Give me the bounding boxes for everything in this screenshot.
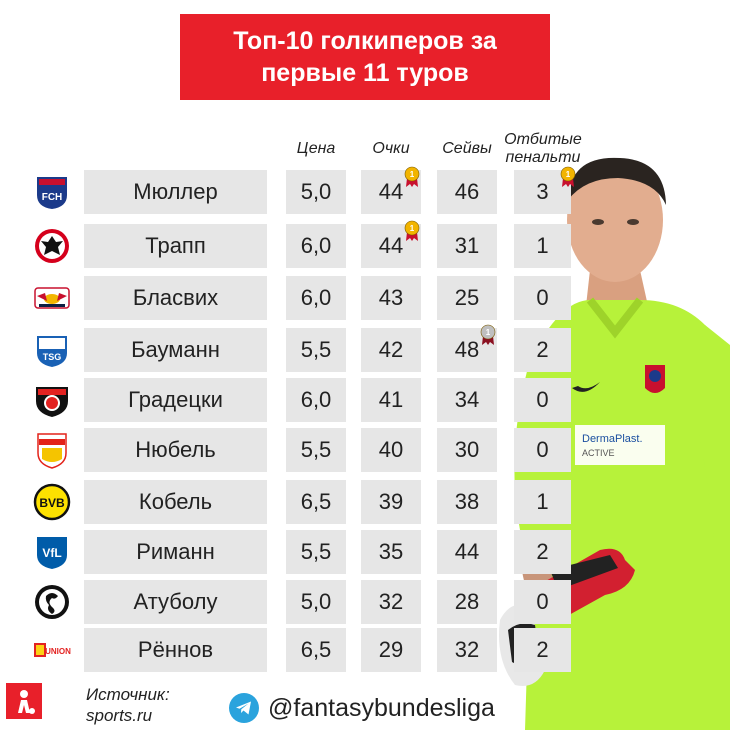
saves-cell: 34 <box>437 378 497 422</box>
penalties-cell: 0 <box>514 276 571 320</box>
player-name-cell: Кобель <box>84 480 267 524</box>
gold-medal-icon: 1 <box>560 166 576 188</box>
saves-cell: 32 <box>437 628 497 672</box>
col-head-penalties: Отбитые пенальти <box>504 131 582 166</box>
brand-logo-icon <box>6 683 42 719</box>
col-head-saves: Сейвы <box>442 140 492 157</box>
player-name-cell: Рённов <box>84 628 267 672</box>
svg-text:1: 1 <box>410 170 415 179</box>
price-cell: 6,0 <box>286 224 346 268</box>
source-value: sports.ru <box>86 706 153 725</box>
gold-medal-icon: 1 <box>404 166 420 188</box>
table-row: VfL Риманн 5,5 35 44 2 <box>0 530 730 574</box>
points-cell: 42 <box>361 328 421 372</box>
price-cell: 6,0 <box>286 276 346 320</box>
table-row: UNION Рённов 6,5 29 32 2 <box>0 628 730 672</box>
price-cell: 5,5 <box>286 530 346 574</box>
bayer-leverkusen-logo-icon <box>33 381 71 419</box>
player-name-cell: Риманн <box>84 530 267 574</box>
col-head-points: Очки <box>372 140 410 157</box>
saves-cell: 31 <box>437 224 497 268</box>
player-name-cell: Атуболу <box>84 580 267 624</box>
penalties-cell: 2 <box>514 530 571 574</box>
penalties-cell: 0 <box>514 580 571 624</box>
penalties-cell: 2 <box>514 328 571 372</box>
price-cell: 6,5 <box>286 480 346 524</box>
heidenheim-logo-icon: FCH <box>33 173 71 211</box>
price-cell: 5,5 <box>286 328 346 372</box>
points-cell: 41 <box>361 378 421 422</box>
svg-text:1: 1 <box>410 224 415 233</box>
points-cell: 29 <box>361 628 421 672</box>
points-cell: 39 <box>361 480 421 524</box>
player-name-cell: Мюллер <box>84 170 267 214</box>
svg-text:FCH: FCH <box>42 192 63 203</box>
table-row: Бласвих 6,0 43 25 0 <box>0 276 730 320</box>
title-banner: Топ-10 голкиперов за первые 11 туров <box>180 14 550 100</box>
price-cell: 5,0 <box>286 580 346 624</box>
player-name-cell: Бауманн <box>84 328 267 372</box>
saves-cell: 25 <box>437 276 497 320</box>
penalties-cell: 1 <box>514 224 571 268</box>
svg-text:ACTIVE: ACTIVE <box>582 448 615 458</box>
player-name-cell: Трапп <box>84 224 267 268</box>
col-head-price: Цена <box>296 140 336 157</box>
table-row: Трапп 6,0 44 31 1 1 <box>0 220 730 268</box>
saves-cell: 46 <box>437 170 497 214</box>
title-line-1: Топ-10 голкиперов за <box>233 27 497 55</box>
svg-text:DermaPlast.: DermaPlast. <box>582 433 643 445</box>
penalties-cell: 0 <box>514 378 571 422</box>
points-cell: 35 <box>361 530 421 574</box>
svg-text:1: 1 <box>566 170 571 179</box>
svg-text:VfL: VfL <box>42 546 61 560</box>
saves-cell: 38 <box>437 480 497 524</box>
points-cell: 40 <box>361 428 421 472</box>
vfl-bochum-logo-icon: VfL <box>33 533 71 571</box>
sc-freiburg-logo-icon <box>33 583 71 621</box>
saves-cell: 44 <box>437 530 497 574</box>
price-cell: 5,0 <box>286 170 346 214</box>
penalties-cell: 0 <box>514 428 571 472</box>
penalties-cell: 1 <box>514 480 571 524</box>
table-row: TSG Бауманн 5,5 42 48 2 1 <box>0 324 730 372</box>
saves-cell: 30 <box>437 428 497 472</box>
table-row: Градецки 6,0 41 34 0 <box>0 378 730 422</box>
rb-leipzig-logo-icon <box>33 279 71 317</box>
table-row: Нюбель 5,5 40 30 0 <box>0 428 730 472</box>
player-name-cell: Бласвих <box>84 276 267 320</box>
gold-medal-icon: 1 <box>404 220 420 242</box>
price-cell: 6,0 <box>286 378 346 422</box>
price-cell: 6,5 <box>286 628 346 672</box>
penalties-cell: 2 <box>514 628 571 672</box>
points-cell: 44 <box>361 224 421 268</box>
player-name-cell: Градецки <box>84 378 267 422</box>
borussia-dortmund-logo-icon: BVB <box>33 483 71 521</box>
telegram-handle: @fantasybundesliga <box>268 694 495 722</box>
points-cell: 32 <box>361 580 421 624</box>
table-row: BVB Кобель 6,5 39 38 1 <box>0 480 730 524</box>
points-cell: 43 <box>361 276 421 320</box>
saves-cell: 28 <box>437 580 497 624</box>
union-berlin-logo-icon: UNION <box>33 631 71 669</box>
vfb-stuttgart-logo-icon <box>33 431 71 469</box>
svg-text:UNION: UNION <box>45 647 71 656</box>
source-note: Источник: sports.ru <box>86 684 170 726</box>
hoffenheim-logo-icon: TSG <box>33 331 71 369</box>
svg-text:TSG: TSG <box>43 352 62 362</box>
title-line-2: первые 11 туров <box>261 59 469 87</box>
telegram-icon <box>229 693 259 723</box>
svg-text:BVB: BVB <box>39 496 65 510</box>
svg-text:1: 1 <box>486 328 491 337</box>
penalties-cell: 3 <box>514 170 571 214</box>
eintracht-frankfurt-logo-icon <box>33 227 71 265</box>
player-name-cell: Нюбель <box>84 428 267 472</box>
source-label: Источник: <box>86 685 170 704</box>
table-row: FCH Мюллер 5,0 44 46 3 1 1 <box>0 166 730 214</box>
silver-medal-icon: 1 <box>480 324 496 346</box>
price-cell: 5,5 <box>286 428 346 472</box>
table-row: Атуболу 5,0 32 28 0 <box>0 580 730 624</box>
